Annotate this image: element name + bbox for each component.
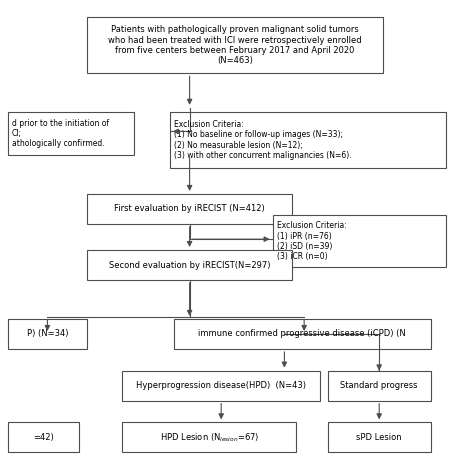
Text: immune confirmed progressive disease (iCPD) (N: immune confirmed progressive disease (iC… xyxy=(198,329,406,338)
FancyBboxPatch shape xyxy=(122,371,320,401)
FancyBboxPatch shape xyxy=(8,112,134,155)
Text: d prior to the initiation of
CI;
athologically confirmed.: d prior to the initiation of CI; atholog… xyxy=(12,118,109,148)
FancyBboxPatch shape xyxy=(87,17,383,73)
Text: Exclusion Criteria:
(1) iPR (n=76)
(2) iSD (n=39)
(3) iCR (n=0): Exclusion Criteria: (1) iPR (n=76) (2) i… xyxy=(276,221,346,261)
Text: Patients with pathologically proven malignant solid tumors
who had been treated : Patients with pathologically proven mali… xyxy=(108,25,362,65)
Text: Standard progress: Standard progress xyxy=(340,381,418,390)
FancyBboxPatch shape xyxy=(273,216,447,267)
FancyBboxPatch shape xyxy=(87,194,292,224)
FancyBboxPatch shape xyxy=(122,422,296,453)
FancyBboxPatch shape xyxy=(8,319,87,349)
Text: P) (N=34): P) (N=34) xyxy=(27,329,68,338)
Text: =42): =42) xyxy=(33,433,54,442)
FancyBboxPatch shape xyxy=(174,319,430,349)
Text: HPD Lesion (N$_{lesion}$=67): HPD Lesion (N$_{lesion}$=67) xyxy=(160,431,259,444)
FancyBboxPatch shape xyxy=(8,422,79,453)
Text: sPD Lesion: sPD Lesion xyxy=(356,433,402,442)
Text: Hyperprogression disease(HPD)  (N=43): Hyperprogression disease(HPD) (N=43) xyxy=(136,381,306,390)
Text: Exclusion Criteria:
(1) No baseline or follow-up images (N=33);
(2) No measurabl: Exclusion Criteria: (1) No baseline or f… xyxy=(174,120,351,160)
Text: First evaluation by iRECIST (N=412): First evaluation by iRECIST (N=412) xyxy=(114,204,265,213)
FancyBboxPatch shape xyxy=(328,422,430,453)
FancyBboxPatch shape xyxy=(170,112,447,168)
Text: Second evaluation by iRECIST(N=297): Second evaluation by iRECIST(N=297) xyxy=(109,261,270,270)
FancyBboxPatch shape xyxy=(328,371,430,401)
FancyBboxPatch shape xyxy=(87,250,292,280)
